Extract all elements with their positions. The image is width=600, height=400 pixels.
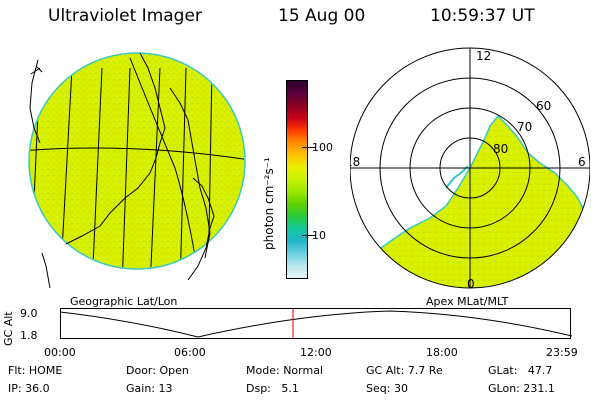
- apex-label: Apex MLat/MLT: [426, 295, 509, 308]
- colorbar-tick-10: 10: [312, 229, 326, 242]
- glat-field: GLat: 47.7: [488, 364, 553, 377]
- time-label: 10:59:37 UT: [430, 6, 535, 26]
- altitude-xtick-4: 23:59: [546, 346, 578, 359]
- flt-field: Flt: HOME: [8, 364, 63, 377]
- glon-field: GLon: 231.1: [488, 382, 555, 395]
- altitude-xtick-3: 18:00: [426, 346, 458, 359]
- date-label: 15 Aug 00: [278, 6, 366, 26]
- auroral-oval: [377, 114, 586, 288]
- polar-plot: 12 18 6 0 60 70 80: [350, 47, 590, 291]
- ip-field: IP: 36.0: [8, 382, 50, 395]
- mlt-label-0: 0: [467, 277, 475, 291]
- lat-label-80: 80: [493, 142, 508, 156]
- mlt-label-6: 6: [578, 155, 586, 169]
- color-bar: [286, 80, 308, 279]
- altitude-xtick-2: 12:00: [300, 346, 332, 359]
- map-edge-marker: [30, 65, 43, 75]
- door-field: Door: Open: [126, 364, 189, 377]
- gc-alt-field: GC Alt: 7.7 Re: [366, 364, 443, 377]
- instrument-title: Ultraviolet Imager: [48, 6, 202, 26]
- geographic-map: [28, 52, 246, 289]
- uv-image-disk: [28, 52, 246, 270]
- colorbar-tick-mark: [302, 147, 316, 148]
- lat-label-70: 70: [517, 120, 532, 134]
- altitude-xtick-0: 00:00: [44, 346, 76, 359]
- geographic-label: Geographic Lat/Lon: [70, 295, 178, 308]
- colorbar-tick-100: 100: [312, 141, 333, 154]
- mode-field: Mode: Normal: [246, 364, 323, 377]
- altitude-ylabel: GC Alt: [2, 311, 15, 346]
- altitude-ytick-low: 1.8: [20, 329, 38, 342]
- lat-label-60: 60: [536, 99, 551, 113]
- dsp-field: Dsp: 5.1: [246, 382, 299, 395]
- altitude-curve: [60, 310, 572, 338]
- gain-field: Gain: 13: [126, 382, 173, 395]
- altitude-plot: [60, 308, 572, 339]
- altitude-xtick-1: 06:00: [174, 346, 206, 359]
- seq-field: Seq: 30: [366, 382, 408, 395]
- mlt-label-18: 18: [350, 155, 360, 169]
- mlt-label-12: 12: [476, 49, 491, 63]
- colorbar-tick-mark: [302, 235, 316, 236]
- altitude-ytick-high: 9.0: [20, 307, 38, 320]
- colorbar-unit-label: photon cm⁻²s⁻¹: [262, 157, 276, 250]
